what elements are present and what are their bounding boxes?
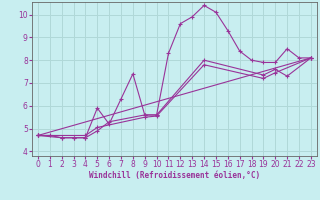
X-axis label: Windchill (Refroidissement éolien,°C): Windchill (Refroidissement éolien,°C): [89, 171, 260, 180]
